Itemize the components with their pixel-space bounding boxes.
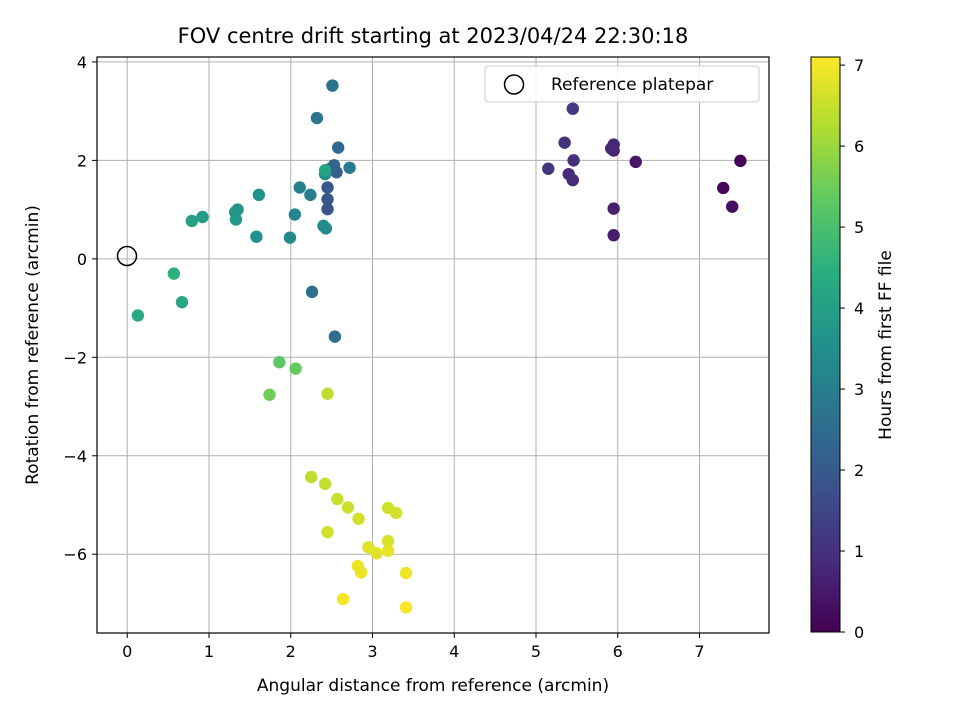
colorbar-tick-label: 0 (854, 623, 864, 642)
data-point (321, 181, 334, 194)
y-axis-label: Rotation from reference (arcmin) (23, 205, 43, 485)
data-point (304, 470, 318, 484)
data-point (293, 181, 306, 194)
data-point (542, 162, 555, 175)
x-tick-label: 7 (694, 642, 704, 661)
data-point (607, 138, 620, 151)
colorbar-tick-label: 4 (854, 299, 864, 318)
data-point (321, 525, 334, 539)
data-point (381, 534, 395, 548)
data-point (289, 362, 302, 375)
x-tick-label: 4 (449, 642, 459, 661)
colorbar-tick-label: 3 (854, 380, 864, 399)
legend-entry-reference: Reference platepar (551, 75, 713, 95)
data-point (331, 141, 345, 154)
y-tick-label: 2 (77, 151, 87, 170)
data-point (321, 193, 334, 206)
data-point (175, 295, 189, 309)
data-point (310, 111, 324, 125)
plot-frame (96, 56, 770, 634)
legend-marker (503, 74, 525, 95)
y-axis-ticks: −6 −4 −2 0 2 4 (63, 53, 97, 564)
x-tick-label: 5 (531, 642, 541, 661)
data-point (399, 566, 413, 580)
data-point (336, 592, 350, 606)
legend-box (484, 65, 760, 103)
data-point (328, 330, 342, 343)
data-point (734, 154, 747, 168)
data-point (717, 181, 730, 195)
data-point (283, 231, 297, 244)
data-point (288, 208, 302, 221)
data-point (354, 566, 368, 579)
data-point (331, 492, 344, 506)
data-point (607, 202, 620, 215)
data-point (196, 210, 209, 224)
data-point (229, 213, 243, 226)
colorbar-tick-label: 7 (854, 56, 864, 75)
data-point (273, 356, 286, 369)
data-point (326, 79, 339, 92)
data-point (567, 154, 580, 167)
data-point (304, 188, 317, 202)
x-tick-label: 3 (367, 642, 377, 661)
data-point (390, 506, 403, 520)
x-tick-label: 6 (613, 642, 623, 661)
data-point (566, 102, 579, 115)
data-point (629, 155, 642, 169)
colorbar-ticks: 0 1 2 3 4 5 6 7 (840, 56, 864, 642)
data-point (185, 214, 199, 228)
colorbar-label: Hours from first FF file (876, 250, 896, 440)
data-point (399, 601, 413, 614)
data-point (131, 309, 145, 322)
data-point (341, 501, 355, 514)
data-point (317, 219, 330, 233)
colorbar-tick-label: 2 (854, 461, 864, 480)
x-tick-label: 1 (204, 642, 214, 661)
data-point (726, 200, 739, 213)
data-point (381, 544, 395, 557)
colorbar-tick-label: 5 (854, 218, 864, 237)
y-tick-label: −4 (63, 447, 87, 466)
data-point (352, 512, 365, 525)
data-points (131, 79, 747, 614)
data-point (318, 164, 332, 177)
data-point (305, 285, 319, 299)
y-tick-label: −6 (63, 545, 87, 564)
gridlines (97, 57, 769, 633)
legend[interactable]: Reference platepar (484, 65, 760, 103)
y-tick-label: −2 (63, 348, 87, 367)
colorbar-gradient (810, 56, 841, 633)
data-point (263, 388, 276, 401)
colorbar: 0 1 2 3 4 5 6 7 Hours from first FF file (810, 56, 896, 642)
data-point (167, 267, 181, 280)
data-point (370, 547, 383, 560)
data-point (343, 161, 356, 174)
y-tick-label: 0 (77, 250, 87, 269)
data-point (318, 477, 332, 491)
y-tick-label: 4 (77, 53, 87, 72)
data-point (321, 202, 334, 216)
data-point (558, 136, 571, 149)
x-axis-label: Angular distance from reference (arcmin) (257, 676, 609, 696)
chart-title: FOV centre drift starting at 2023/04/24 … (178, 24, 689, 48)
data-point (250, 230, 263, 243)
x-tick-label: 2 (286, 642, 296, 661)
colorbar-tick-label: 6 (854, 137, 864, 156)
data-point (607, 229, 620, 242)
reference-marker (116, 245, 138, 267)
x-tick-label: 0 (122, 642, 132, 661)
colorbar-tick-label: 1 (854, 542, 864, 561)
data-point (321, 387, 334, 400)
x-axis-ticks: 0 1 2 3 4 5 6 7 (122, 633, 705, 661)
data-point (252, 188, 266, 202)
data-point (562, 167, 575, 181)
